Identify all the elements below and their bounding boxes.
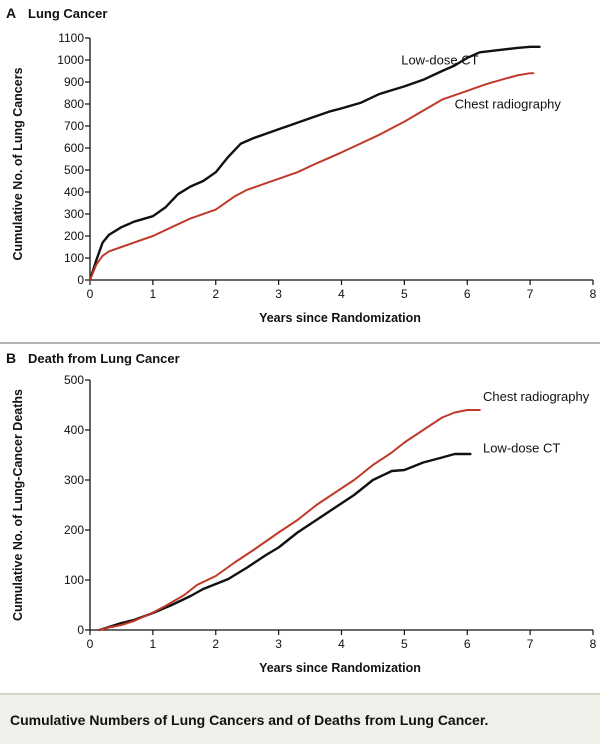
panel-a-y-tick-label: 300 <box>64 207 84 221</box>
panel-a-series-label: Low-dose CT <box>401 52 478 67</box>
panel-a-y-tick-label: 1000 <box>57 53 84 67</box>
panel-b-y-tick-label: 400 <box>64 423 84 437</box>
panel-a-series-chest-radiography <box>89 72 535 281</box>
panel-a-title: Lung Cancer <box>28 6 107 21</box>
panel-a-y-tick-label: 400 <box>64 185 84 199</box>
panel-a-y-tick-label: 100 <box>64 251 84 265</box>
panel-b-y-tick-label: 300 <box>64 473 84 487</box>
panel-a-x-axis-label: Years since Randomization <box>259 311 421 325</box>
panel-b-y-tick-label: 100 <box>64 573 84 587</box>
panel-a-y-axis-label: Cumulative No. of Lung Cancers <box>11 67 25 260</box>
panel-b-y-tick-label: 200 <box>64 523 84 537</box>
panel-a-y-tick-label: 1100 <box>58 31 84 45</box>
panel-b-series-chest-radiography <box>98 409 481 631</box>
panel-b-y-tick-label: 0 <box>77 623 84 637</box>
panel-b-letter: B <box>6 350 16 366</box>
panel-a-x-tick-label: 2 <box>212 287 219 301</box>
figure-caption: Cumulative Numbers of Lung Cancers and o… <box>10 712 489 728</box>
caption-box: Cumulative Numbers of Lung Cancers and o… <box>0 693 600 744</box>
panel-b-x-tick-label: 7 <box>527 637 534 651</box>
panel-a-letter: A <box>6 5 16 21</box>
panel-a-x-tick-label: 1 <box>150 287 157 301</box>
panel-a-plot: 0 100 200 300 400 500 600 700 800 900 1000 1100 0 1 2 3… <box>57 31 596 301</box>
panel-a-y-tick-label: 600 <box>64 141 84 155</box>
panel-b-x-tick-label: 4 <box>338 637 345 651</box>
panel-a-series-low-dose-ct <box>88 45 541 282</box>
panel-a: A Lung Cancer 0 100 200 300 400 500 600 700 800 9… <box>6 5 597 325</box>
panel-b-x-tick-label: 6 <box>464 637 471 651</box>
panel-a-y-tick-label: 700 <box>64 119 84 133</box>
panel-a-x-tick-label: 3 <box>275 287 282 301</box>
panel-b-series-label: Low-dose CT <box>483 441 560 456</box>
panel-a-x-tick-label: 7 <box>527 287 534 301</box>
panel-b-x-tick-label: 2 <box>212 637 219 651</box>
panel-a-x-tick-label: 6 <box>464 287 471 301</box>
panel-b-title: Death from Lung Cancer <box>28 351 180 366</box>
panel-b-x-tick-label: 1 <box>150 637 157 651</box>
panel-b-x-tick-label: 5 <box>401 637 408 651</box>
panel-b-x-tick-label: 3 <box>275 637 282 651</box>
panel-b-y-tick-label: 500 <box>64 373 84 387</box>
panel-a-series-label: Chest radiography <box>455 96 562 111</box>
panel-a-x-tick-label: 4 <box>338 287 345 301</box>
panel-b-plot: 0 100 200 300 400 500 0 1 2 3 4 5 6 7 8 Chest radiograp… <box>64 373 597 651</box>
panel-a-y-tick-label: 200 <box>64 229 84 243</box>
panel-b-x-tick-label: 8 <box>590 637 597 651</box>
panel-a-y-tick-label: 800 <box>64 97 84 111</box>
panel-b-series-low-dose-ct <box>98 452 472 632</box>
panel-a-x-tick-label: 5 <box>401 287 408 301</box>
panel-b-x-axis-label: Years since Randomization <box>259 661 421 675</box>
panel-a-x-tick-label: 8 <box>590 287 597 301</box>
panel-b-series-label: Chest radiography <box>483 389 590 404</box>
panel-a-y-tick-label: 500 <box>64 163 84 177</box>
panel-a-y-tick-label: 900 <box>64 75 84 89</box>
panel-b: B Death from Lung Cancer 010020030040050… <box>6 350 597 675</box>
panel-b-x-tick-label: 0 <box>87 637 94 651</box>
panel-a-x-tick-label: 0 <box>87 287 94 301</box>
panel-a-y-tick-label: 0 <box>77 273 84 287</box>
panel-b-y-axis-label: Cumulative No. of Lung-Cancer Deaths <box>11 389 25 621</box>
